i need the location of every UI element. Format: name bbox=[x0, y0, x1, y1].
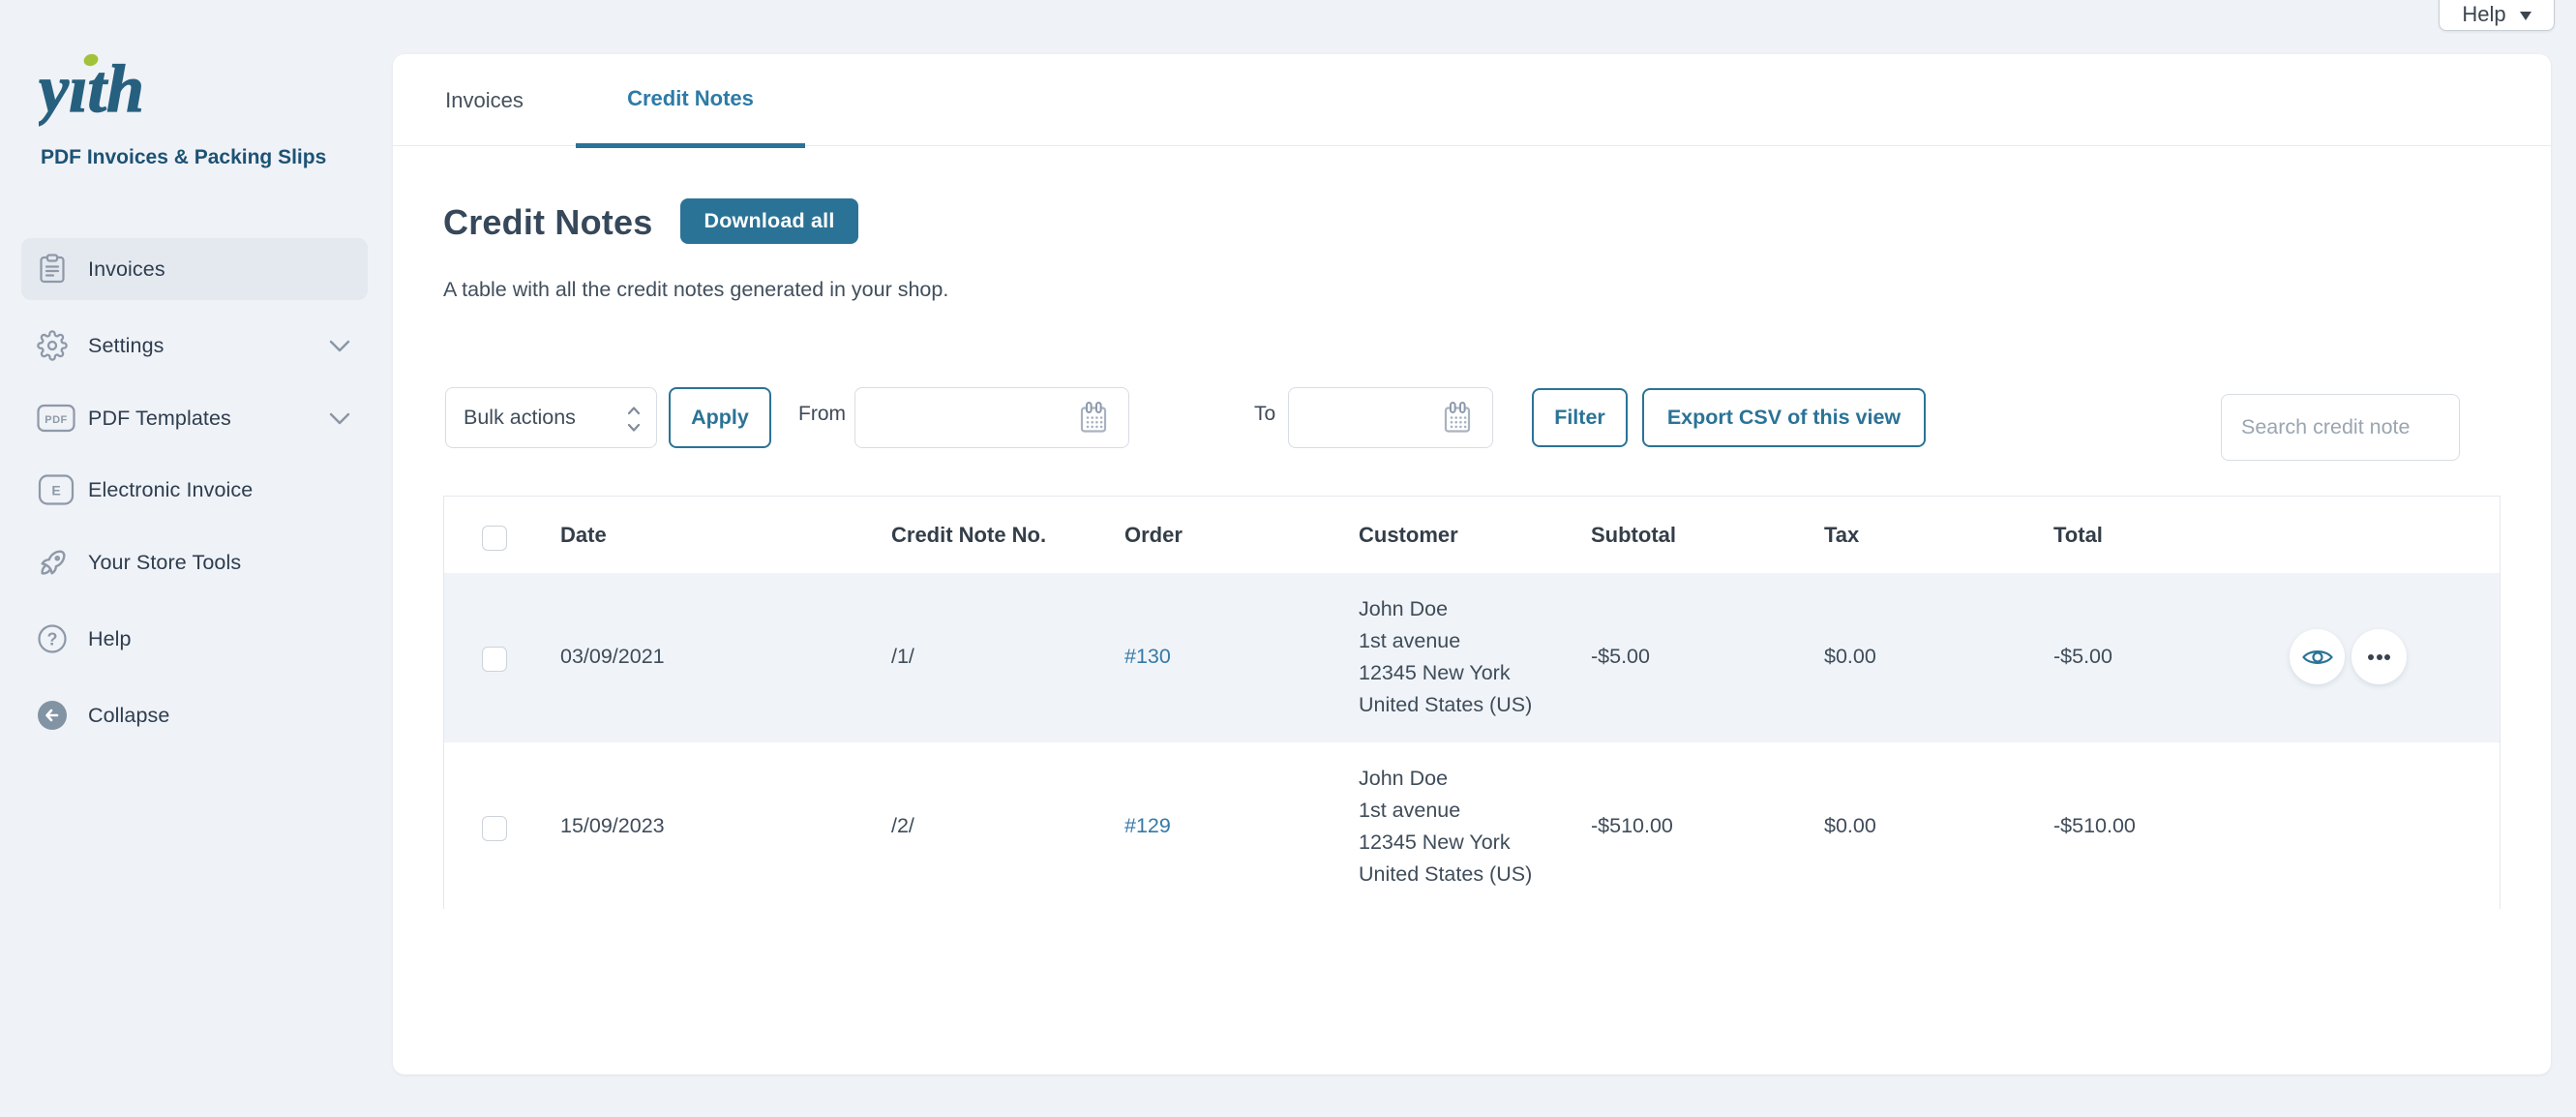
svg-text:?: ? bbox=[47, 630, 58, 649]
svg-text:E: E bbox=[51, 483, 60, 498]
svg-text:PDF: PDF bbox=[45, 414, 68, 426]
